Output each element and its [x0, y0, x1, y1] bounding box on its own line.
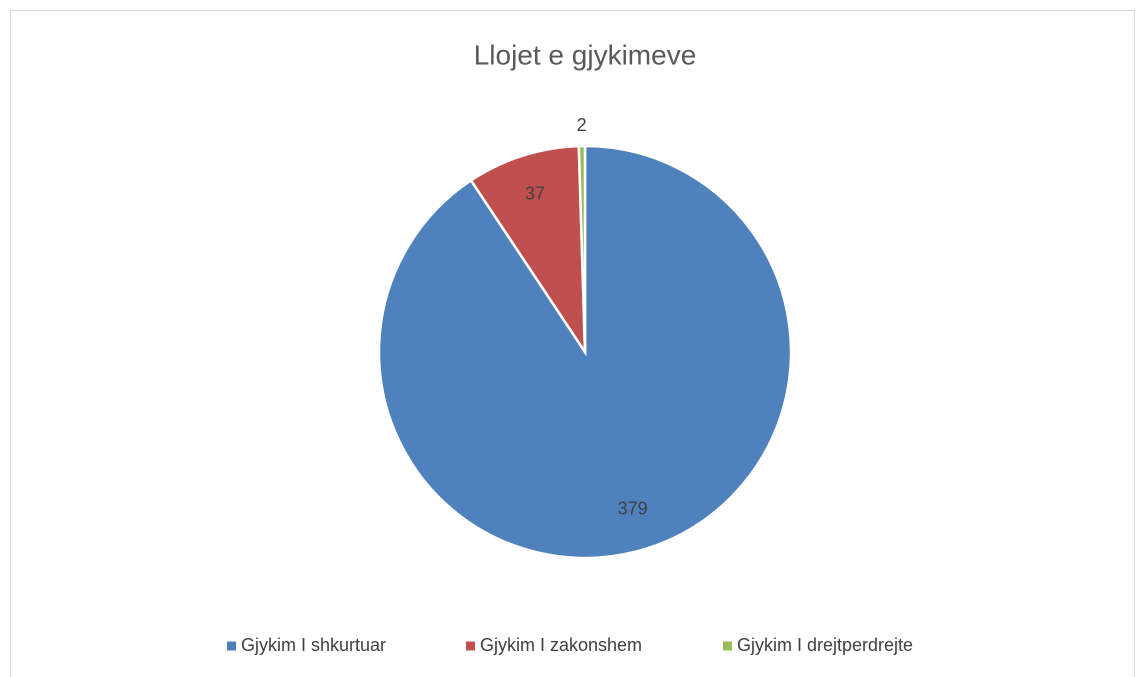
- pie-slice: [377, 144, 793, 560]
- pie-slice: [577, 144, 587, 353]
- legend-marker: [723, 641, 732, 651]
- legend-label: Gjykim I shkurtuar: [241, 635, 386, 655]
- data-label: 2: [577, 115, 587, 135]
- legend-marker: [466, 641, 475, 651]
- data-label: 37: [525, 184, 545, 204]
- pie-slice: [469, 144, 587, 357]
- legend-marker: [227, 641, 236, 651]
- chart-title: Llojet e gjykimeve: [474, 39, 697, 70]
- chart-border: [10, 10, 1135, 677]
- legend-label: Gjykim I drejtperdrejte: [737, 635, 913, 655]
- data-label: 379: [618, 499, 648, 519]
- legend-label: Gjykim I zakonshem: [480, 635, 642, 655]
